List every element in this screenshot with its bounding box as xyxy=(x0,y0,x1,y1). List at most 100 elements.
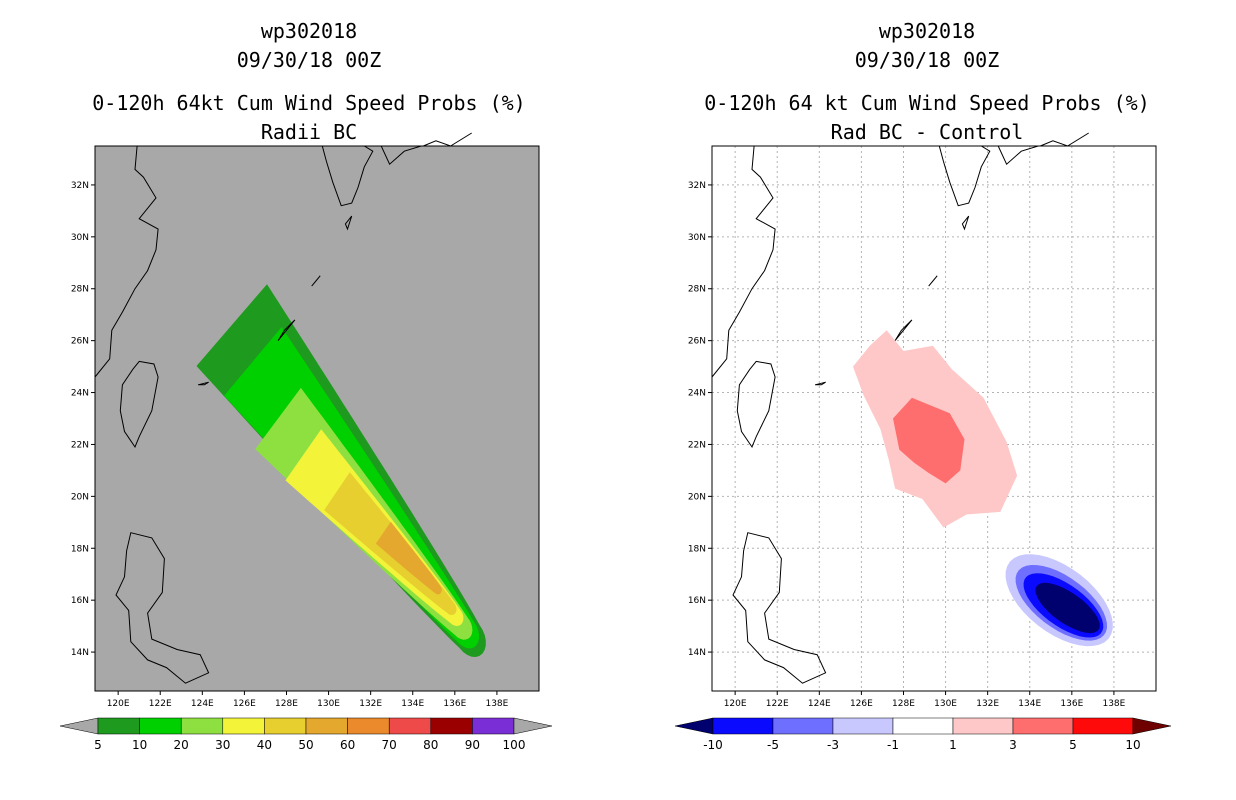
right-colorbar-label: -1 xyxy=(887,738,899,752)
left-colorbar-swatch xyxy=(388,717,432,735)
left-colorbar-swatch xyxy=(222,717,265,735)
right-x-tick-label: 126E xyxy=(850,699,873,709)
right-x-tick-label: 136E xyxy=(1060,699,1083,709)
left-colorbar-label: 40 xyxy=(257,738,272,752)
left-datetime: 09/30/18 00Z xyxy=(236,48,382,72)
left-y-tick-label: 30N xyxy=(71,233,89,243)
left-colorbar-arrow-low xyxy=(59,717,99,735)
right-y-tick-label: 16N xyxy=(688,596,706,606)
left-colorbar-label: 70 xyxy=(382,738,397,752)
left-colorbar-swatch xyxy=(97,717,140,735)
left-coast-taiwan xyxy=(119,360,159,449)
left-y-tick-label: 16N xyxy=(71,596,89,606)
left-coast-shikoku xyxy=(380,145,422,166)
right-coast-mainland xyxy=(711,145,776,378)
left-storm-id: wp302018 xyxy=(260,19,358,43)
left-colorbar-swatch xyxy=(347,717,390,735)
right-y-tick-label: 30N xyxy=(688,233,706,243)
right-datetime: 09/30/18 00Z xyxy=(854,48,1000,72)
left-chart-subtitle: Radii BC xyxy=(260,120,358,144)
left-x-tick-label: 136E xyxy=(443,699,466,709)
right-difference-map: 120E 122E 124E 126E 128E 130E 132E 134E 136E 138E… xyxy=(674,132,1172,752)
right-colorbar-swatch xyxy=(832,717,894,735)
right-y-tick-label: 20N xyxy=(688,492,706,502)
right-x-tick-label: 128E xyxy=(892,699,915,709)
left-x-tick-label: 120E xyxy=(107,699,130,709)
right-coast-okinawa xyxy=(894,319,913,341)
right-storm-id: wp302018 xyxy=(878,19,976,43)
left-x-tick-label: 122E xyxy=(149,699,172,709)
left-colorbar-swatch xyxy=(139,717,182,735)
right-colorbar-swatch xyxy=(892,717,954,735)
right-colorbar: -10 -5 -3 -1 1 3 5 10 xyxy=(674,717,1172,752)
left-coast-yaeyama xyxy=(197,381,209,386)
left-y-tick-label: 22N xyxy=(71,440,89,450)
left-x-tick-label: 130E xyxy=(317,699,340,709)
left-colorbar-label: 20 xyxy=(174,738,189,752)
right-colorbar-label: -5 xyxy=(767,738,779,752)
right-chart-panel: wp302018 09/30/18 00Z 0-120h 64 kt Cum W… xyxy=(618,0,1236,800)
left-colorbar-swatch xyxy=(472,717,515,735)
left-coast-kyushu xyxy=(321,145,374,207)
left-x-tick-label: 132E xyxy=(359,699,382,709)
right-colorbar-label: 10 xyxy=(1125,738,1140,752)
right-coast-luzon xyxy=(732,532,827,684)
right-colorbar-label: -3 xyxy=(827,738,839,752)
right-colorbar-label: -10 xyxy=(703,738,723,752)
right-coast-honshu xyxy=(1040,132,1089,147)
right-y-tick-label: 32N xyxy=(688,181,706,191)
left-colorbar-label: 50 xyxy=(298,738,313,752)
left-colorbar: 5 10 20 30 40 50 60 70 80 90 100 xyxy=(59,717,553,752)
right-axes: 120E 122E 124E 126E 128E 130E 132E 134E 136E 138E… xyxy=(688,145,1157,709)
right-coast-yaeyama xyxy=(814,381,826,386)
right-y-tick-label: 28N xyxy=(688,285,706,295)
left-x-tick-label: 138E xyxy=(485,699,508,709)
left-coast-okinawa xyxy=(277,319,296,341)
right-colorbar-swatch xyxy=(952,717,1014,735)
right-colorbar-arrow-low xyxy=(674,717,714,735)
right-y-tick-label: 26N xyxy=(688,337,706,347)
right-y-tick-label: 22N xyxy=(688,440,706,450)
left-colorbar-label: 10 xyxy=(132,738,147,752)
left-colorbar-swatch xyxy=(264,717,307,735)
right-coast-kyushu xyxy=(938,145,991,207)
right-coast-shikoku xyxy=(997,145,1039,166)
left-colorbar-label: 90 xyxy=(465,738,480,752)
right-coast-tanegashima xyxy=(961,215,970,231)
left-y-tick-label: 20N xyxy=(71,492,89,502)
left-axes: 120E 122E 124E 126E 128E 130E 132E 134E 136E 138E… xyxy=(71,145,540,709)
left-coast-luzon xyxy=(115,532,210,684)
left-y-tick-label: 24N xyxy=(71,389,89,399)
left-colorbar-label: 30 xyxy=(215,738,230,752)
right-chart-subtitle: Rad BC - Control xyxy=(830,120,1024,144)
left-coast-mainland xyxy=(94,145,159,378)
left-chart-panel: wp302018 09/30/18 00Z 0-120h 64kt Cum Wi… xyxy=(59,19,553,752)
right-colorbar-swatch xyxy=(772,717,834,735)
left-contour-fills xyxy=(196,284,486,657)
left-x-tick-label: 124E xyxy=(191,699,214,709)
left-colorbar-swatch xyxy=(180,717,224,735)
left-colorbar-swatch xyxy=(430,717,473,735)
left-coast-honshu xyxy=(423,132,472,147)
right-x-tick-label: 120E xyxy=(724,699,747,709)
left-colorbar-label: 60 xyxy=(340,738,355,752)
left-y-tick-label: 14N xyxy=(71,648,89,658)
left-y-tick-label: 18N xyxy=(71,544,89,554)
left-coast-tanegashima xyxy=(344,215,353,231)
right-contour-fills xyxy=(853,330,1113,647)
right-chart-title: 0-120h 64 kt Cum Wind Speed Probs (%) xyxy=(704,91,1150,115)
left-colorbar-label: 100 xyxy=(503,738,526,752)
right-colorbar-swatch xyxy=(712,717,774,735)
left-colorbar-arrow-high xyxy=(513,717,553,735)
right-y-tick-label: 24N xyxy=(688,389,706,399)
right-colorbar-label: 1 xyxy=(949,738,957,752)
right-colorbar-label: 5 xyxy=(1069,738,1077,752)
left-x-tick-label: 126E xyxy=(233,699,256,709)
right-x-tick-label: 124E xyxy=(808,699,831,709)
right-y-tick-label: 14N xyxy=(688,648,706,658)
right-contour-minus-10 xyxy=(1035,582,1100,634)
left-plot-frame xyxy=(94,145,540,692)
left-x-tick-label: 128E xyxy=(275,699,298,709)
right-coast-taiwan xyxy=(736,360,776,449)
right-y-tick-label: 18N xyxy=(688,544,706,554)
